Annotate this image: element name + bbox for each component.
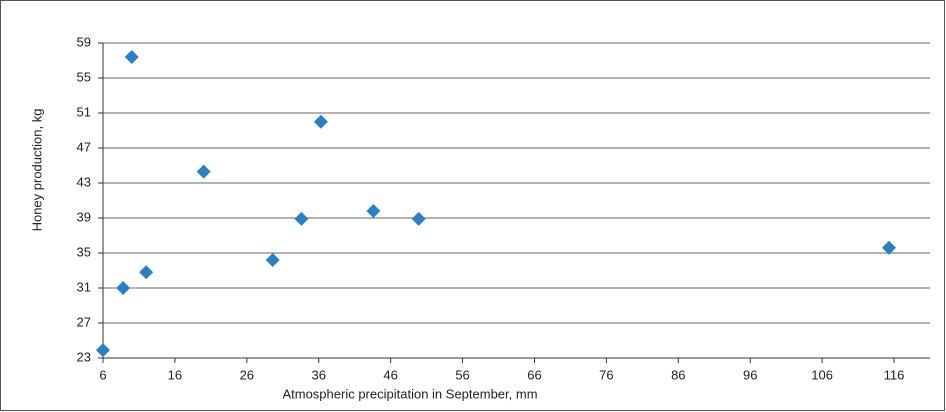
x-tick-label: 26 — [240, 367, 254, 382]
y-tick-label: 47 — [77, 139, 91, 154]
point — [116, 281, 131, 295]
point — [411, 211, 426, 226]
y-tick-label: 23 — [77, 349, 91, 364]
y-axis-title: Honey production, kg — [29, 109, 44, 232]
x-tick-label: 106 — [811, 367, 833, 382]
x-tick-label: 46 — [383, 367, 397, 382]
y-tick-label: 35 — [77, 244, 91, 259]
x-tick-label: 96 — [743, 367, 757, 382]
y-tick-label: 27 — [77, 314, 91, 329]
point — [96, 343, 110, 358]
x-tick-label: 76 — [599, 367, 613, 382]
x-tick-label: 16 — [168, 367, 182, 382]
x-tick-label: 86 — [671, 367, 685, 382]
x-tick-label: 36 — [312, 367, 326, 382]
point — [265, 253, 280, 267]
y-tick-label: 51 — [77, 104, 91, 119]
point — [196, 164, 211, 179]
point — [294, 211, 309, 226]
x-tick-label: 6 — [99, 367, 106, 382]
point — [882, 240, 897, 255]
y-tick-label: 31 — [77, 279, 91, 294]
y-tick-label: 43 — [77, 174, 91, 189]
x-axis-title: Atmospheric precipitation in September, … — [282, 386, 537, 401]
y-tick-label: 39 — [77, 209, 91, 224]
point — [313, 114, 328, 129]
point — [139, 265, 154, 280]
x-tick-label: 116 — [884, 367, 905, 382]
y-tick-label: 55 — [77, 69, 91, 84]
x-tick-label: 56 — [455, 367, 469, 382]
point — [366, 204, 381, 218]
y-tick-label: 59 — [77, 34, 91, 49]
x-tick-label: 66 — [527, 367, 541, 382]
point — [124, 50, 139, 64]
